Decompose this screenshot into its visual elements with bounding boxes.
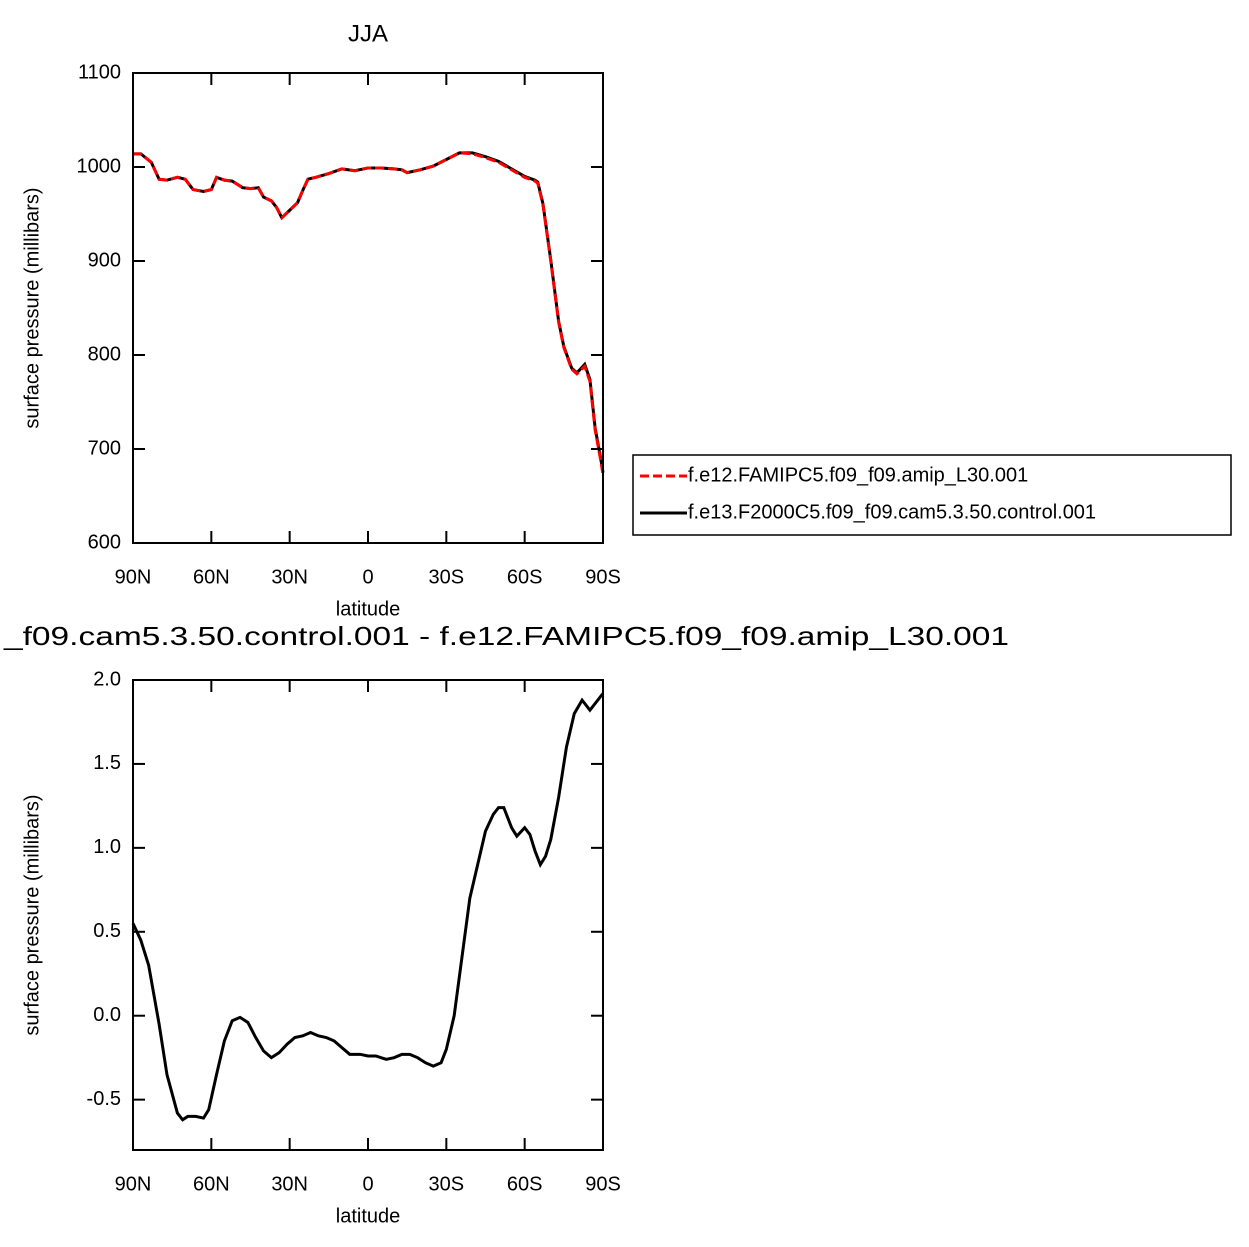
y-axis-label: surface pressure (millibars) bbox=[21, 794, 43, 1035]
x-tick-label: 60S bbox=[507, 566, 543, 588]
plot-frame bbox=[132, 679, 604, 1151]
x-tick-label: 90S bbox=[585, 1173, 621, 1195]
chart-title: JJA bbox=[348, 20, 388, 47]
chart-title: _f09.cam5.3.50.control.001 - f.e12.FAMIP… bbox=[3, 621, 1009, 651]
x-tick-label: 0 bbox=[362, 1173, 373, 1195]
y-tick-label: 2.0 bbox=[93, 668, 121, 690]
x-tick-label: 0 bbox=[362, 566, 373, 588]
x-tick-label: 60S bbox=[507, 1173, 543, 1195]
x-tick-label: 30S bbox=[429, 566, 465, 588]
plot-frame bbox=[132, 72, 604, 544]
y-axis-label: surface pressure (millibars) bbox=[21, 187, 43, 428]
y-tick-label: 800 bbox=[88, 343, 121, 365]
x-tick-label: 60N bbox=[193, 1173, 230, 1195]
y-tick-label: 1000 bbox=[77, 155, 122, 177]
y-tick-label: 1.5 bbox=[93, 752, 121, 774]
y-tick-label: 0.5 bbox=[93, 920, 121, 942]
x-tick-label: 60N bbox=[193, 566, 230, 588]
legend-label: f.e12.FAMIPC5.f09_f09.amip_L30.001 bbox=[688, 464, 1028, 486]
y-tick-label: 900 bbox=[88, 249, 121, 271]
x-tick-label: 30N bbox=[271, 1173, 308, 1195]
x-tick-label: 30S bbox=[429, 1173, 465, 1195]
x-axis-label: latitude bbox=[336, 598, 401, 620]
x-tick-label: 90S bbox=[585, 566, 621, 588]
y-tick-label: 1.0 bbox=[93, 836, 121, 858]
legend-label: f.e13.F2000C5.f09_f09.cam5.3.50.control.… bbox=[688, 501, 1096, 523]
y-tick-label: 0.0 bbox=[93, 1004, 121, 1026]
y-tick-label: 600 bbox=[88, 531, 121, 553]
x-tick-label: 30N bbox=[271, 566, 308, 588]
y-tick-label: -0.5 bbox=[87, 1088, 121, 1110]
data-line bbox=[131, 692, 605, 1122]
y-tick-label: 1100 bbox=[78, 61, 121, 83]
legend-box bbox=[632, 454, 1232, 536]
y-tick-label: 700 bbox=[88, 437, 121, 459]
x-tick-label: 90N bbox=[115, 566, 152, 588]
x-tick-label: 90N bbox=[115, 1173, 152, 1195]
x-axis-label: latitude bbox=[336, 1205, 401, 1227]
data-line bbox=[133, 151, 605, 473]
data-line bbox=[133, 151, 605, 475]
